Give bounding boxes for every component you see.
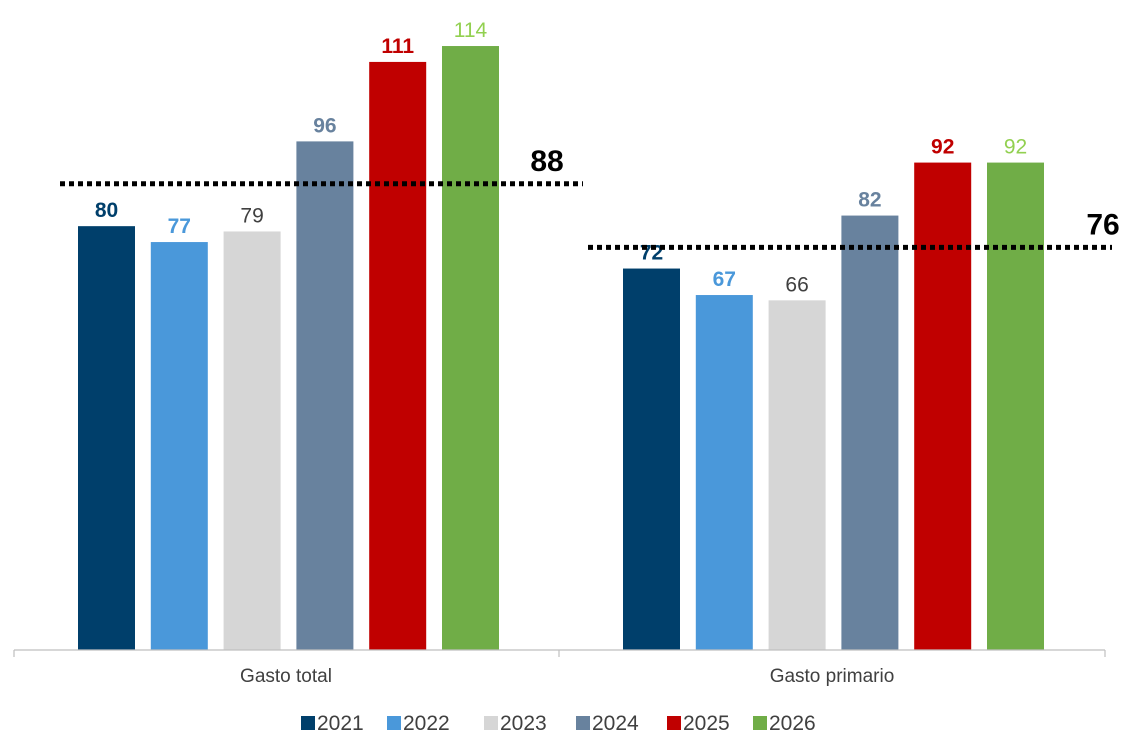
reference-line-label: 76 xyxy=(1086,208,1119,241)
bar-2023-gasto-total xyxy=(223,231,281,650)
legend-swatch xyxy=(576,716,590,730)
category-labels: Gasto total Gasto primario xyxy=(240,666,894,687)
data-label: 66 xyxy=(785,273,808,296)
reference-line-label: 88 xyxy=(530,145,563,178)
bar-2024-gasto-primario xyxy=(841,215,899,650)
bar-2022-gasto-primario xyxy=(695,295,753,650)
legend-label: 2026 xyxy=(769,712,816,735)
bar-2026-gasto-primario xyxy=(987,162,1044,651)
legend-label: 2024 xyxy=(592,712,639,735)
legend-label: 2022 xyxy=(403,712,450,735)
data-label: 111 xyxy=(381,35,414,58)
legend: 2021 2022 2023 2024 2025 2026 xyxy=(301,712,816,735)
legend-swatch xyxy=(484,716,498,730)
bar-2026-gasto-total xyxy=(442,46,499,650)
bar-2025-gasto-primario xyxy=(914,162,972,651)
data-label: 79 xyxy=(240,204,263,227)
data-label: 82 xyxy=(858,189,881,212)
legend-label: 2021 xyxy=(317,712,364,735)
reference-lines-layer: 88 76 xyxy=(60,145,1120,250)
legend-label: 2025 xyxy=(683,712,730,735)
data-label: 114 xyxy=(454,19,488,42)
bar-2025-gasto-total xyxy=(369,61,427,651)
category-label: Gasto total xyxy=(240,666,332,687)
data-label: 67 xyxy=(713,268,736,291)
data-label: 96 xyxy=(313,114,336,137)
bar-2021-gasto-primario xyxy=(623,268,680,650)
legend-swatch xyxy=(753,716,767,730)
legend-label: 2023 xyxy=(500,712,547,735)
data-label: 92 xyxy=(931,136,954,159)
legend-swatch xyxy=(667,716,681,730)
bar-2023-gasto-primario xyxy=(768,300,826,650)
data-label: 80 xyxy=(95,199,118,222)
data-label: 77 xyxy=(168,215,191,238)
data-label: 92 xyxy=(1004,136,1027,159)
legend-swatch xyxy=(301,716,315,730)
bar-2021-gasto-total xyxy=(78,226,135,650)
bar-2024-gasto-total xyxy=(296,141,354,650)
bar-2022-gasto-total xyxy=(150,242,208,650)
legend-swatch xyxy=(387,716,401,730)
category-label: Gasto primario xyxy=(770,666,895,687)
